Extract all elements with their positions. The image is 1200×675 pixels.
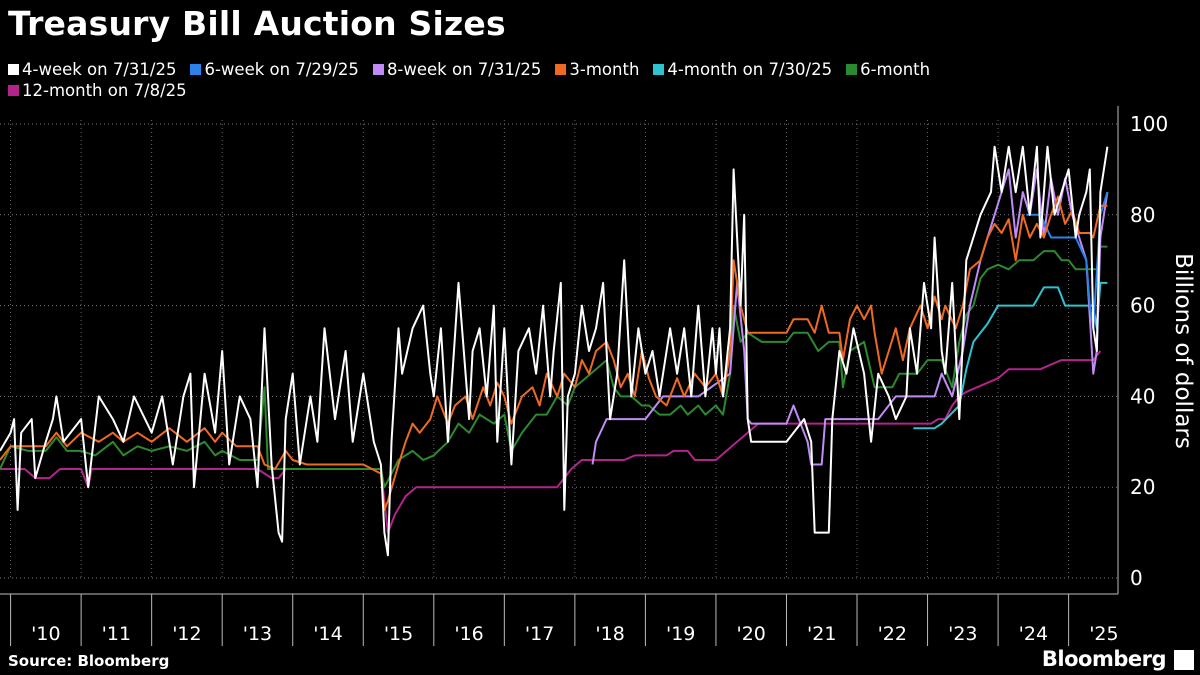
legend-swatch	[555, 64, 567, 75]
legend-swatch	[8, 85, 19, 96]
legend-swatch	[653, 64, 665, 75]
series-line-4-month	[913, 281, 1108, 430]
legend-label: 8-week on 7/31/25	[386, 60, 542, 79]
legend-swatch	[190, 64, 202, 75]
legend-item: 6-month	[846, 59, 930, 80]
legend-swatch	[8, 64, 19, 75]
y-tick-label: 80	[1130, 203, 1155, 227]
x-tick-label: '21	[807, 623, 836, 645]
series-line-6-month	[0, 245, 1108, 489]
series-line-12-month	[0, 350, 1102, 534]
legend-item: 6-week on 7/29/25	[190, 59, 359, 80]
y-tick-label: 0	[1130, 566, 1143, 590]
legend-item: 12-month on 7/8/25	[8, 80, 187, 101]
chart-title: Treasury Bill Auction Sizes	[8, 4, 506, 43]
series-line-4-week	[0, 145, 1109, 557]
x-tick-label: '17	[525, 623, 554, 645]
legend-item: 8-week on 7/31/25	[372, 59, 542, 80]
y-tick-label: 60	[1130, 294, 1155, 318]
x-tick-label: '20	[737, 623, 766, 645]
legend-label: 4-month on 7/30/25	[667, 60, 833, 79]
legend-swatch	[372, 64, 384, 75]
x-tick-label: '18	[595, 623, 624, 645]
source-note: Source: Bloomberg	[8, 652, 170, 670]
legend-label: 12-month on 7/8/25	[22, 81, 187, 100]
x-tick-label: '23	[948, 623, 977, 645]
bloomberg-logo: Bloomberg	[1041, 647, 1167, 671]
y-axis-title: Billions of dollars	[1170, 253, 1196, 449]
y-tick-label: 20	[1130, 475, 1155, 499]
legend-item: 4-week on 7/31/25	[8, 59, 176, 80]
x-tick-label: '13	[243, 623, 272, 645]
x-tick-label: '19	[666, 623, 695, 645]
legend-label: 6-month	[860, 60, 931, 79]
legend-item: 3-month	[555, 59, 639, 80]
series-line-8-week	[591, 168, 1109, 466]
legend-swatch	[846, 64, 858, 75]
x-tick-label: '25	[1089, 623, 1118, 645]
legend-label: 3-month	[569, 60, 640, 79]
x-tick-label: '24	[1019, 623, 1048, 645]
chart-legend: 4-week on 7/31/25 6-week on 7/29/25 8-week…	[8, 59, 1048, 101]
x-tick-label: '11	[102, 623, 131, 645]
legend-label: 4-week on 7/31/25	[22, 60, 177, 79]
x-tick-label: '15	[384, 623, 413, 645]
bloomberg-terminal-icon	[1174, 650, 1194, 670]
x-tick-label: '12	[172, 623, 201, 645]
legend-item: 4-month on 7/30/25	[653, 59, 832, 80]
x-tick-label: '16	[454, 623, 483, 645]
x-tick-label: '22	[878, 623, 907, 645]
x-tick-label: '10	[31, 623, 60, 645]
y-tick-label: 40	[1130, 384, 1155, 408]
y-tick-label: 100	[1130, 112, 1168, 136]
legend-label: 6-week on 7/29/25	[204, 60, 359, 79]
x-tick-label: '14	[313, 623, 342, 645]
